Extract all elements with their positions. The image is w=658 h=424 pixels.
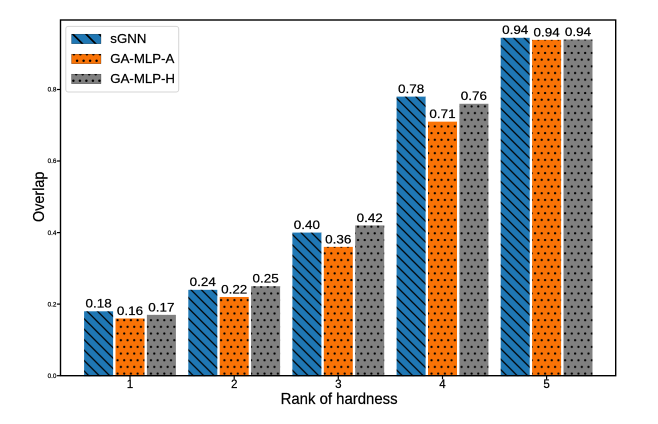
svg-text:3: 3: [335, 378, 341, 391]
svg-text:0.2: 0.2: [48, 301, 57, 308]
svg-text:0.76: 0.76: [461, 90, 487, 103]
svg-text:0.16: 0.16: [117, 305, 143, 318]
svg-text:sGNN: sGNN: [110, 31, 146, 46]
svg-text:0.18: 0.18: [86, 298, 112, 311]
svg-text:0.17: 0.17: [148, 301, 174, 314]
svg-text:0.71: 0.71: [429, 108, 455, 121]
svg-text:0.4: 0.4: [48, 230, 57, 237]
svg-text:Overlap: Overlap: [31, 172, 48, 222]
svg-text:0.0: 0.0: [48, 373, 57, 380]
svg-text:Rank of hardness: Rank of hardness: [281, 391, 398, 408]
svg-text:1: 1: [127, 378, 133, 391]
svg-text:0.6: 0.6: [48, 158, 57, 165]
svg-text:2: 2: [231, 378, 237, 391]
svg-text:0.94: 0.94: [534, 26, 561, 39]
svg-text:0.94: 0.94: [565, 26, 592, 39]
svg-text:GA-MLP-H: GA-MLP-H: [110, 71, 175, 86]
svg-text:0.22: 0.22: [221, 283, 247, 296]
svg-text:0.8: 0.8: [48, 87, 57, 94]
svg-text:GA-MLP-A: GA-MLP-A: [110, 51, 174, 66]
svg-text:5: 5: [543, 378, 549, 391]
svg-text:0.94: 0.94: [502, 24, 529, 37]
svg-text:0.40: 0.40: [294, 219, 320, 232]
svg-text:4: 4: [439, 378, 446, 391]
svg-text:0.42: 0.42: [357, 212, 383, 225]
svg-text:0.25: 0.25: [253, 273, 279, 286]
svg-text:0.36: 0.36: [325, 233, 351, 246]
svg-text:0.78: 0.78: [398, 83, 424, 96]
svg-text:0.24: 0.24: [190, 276, 217, 289]
